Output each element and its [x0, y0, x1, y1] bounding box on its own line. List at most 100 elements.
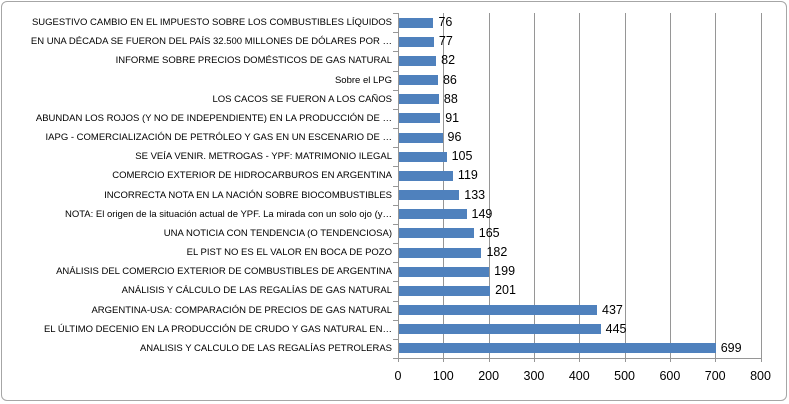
value-label: 165 [478, 225, 500, 240]
bar [399, 324, 601, 335]
x-axis-tick [443, 358, 445, 362]
gridline [624, 13, 626, 358]
value-label: 119 [457, 168, 478, 183]
value-label: 699 [720, 340, 742, 355]
bar [399, 228, 474, 239]
y-axis-tick [393, 243, 398, 244]
y-axis-tick [393, 108, 398, 110]
y-axis-tick [393, 338, 398, 340]
value-label: 437 [602, 302, 623, 317]
bar [399, 266, 490, 277]
bar [399, 75, 438, 86]
y-axis-tick [393, 147, 398, 149]
x-tick-label: 200 [478, 369, 500, 383]
bar [399, 113, 441, 124]
value-label: 133 [464, 187, 486, 202]
bar [399, 343, 716, 354]
x-axis-tick [624, 358, 626, 362]
value-label: 91 [445, 110, 460, 125]
y-axis-tick [393, 13, 398, 14]
x-tick-label: 0 [394, 369, 402, 383]
category-label: EL PIST NO ES EL VALOR EN BOCA DE POZO [186, 247, 392, 258]
value-label: 182 [486, 245, 508, 259]
gridline [488, 13, 490, 358]
x-tick-label: 400 [568, 369, 590, 383]
bar [399, 55, 437, 66]
y-axis-tick [393, 70, 398, 72]
x-tick-label: 300 [523, 369, 545, 383]
category-label: ARGENTINA-USA: COMPARACIÓN DE PRECIOS DE… [91, 304, 392, 316]
x-tick-label: 600 [659, 369, 681, 383]
y-axis-tick [393, 32, 398, 34]
category-label: ANALISIS Y CALCULO DE LAS REGALÍAS PETRO… [139, 342, 392, 354]
bar [399, 170, 453, 181]
category-label: EN UNA DÉCADA SE FUERON DEL PAÍS 32.500 … [30, 36, 392, 48]
y-axis-tick [393, 166, 398, 168]
value-label: 199 [494, 264, 516, 279]
bar [399, 190, 460, 201]
gridline [669, 13, 671, 358]
bar [399, 285, 491, 296]
value-label: 105 [451, 149, 473, 164]
x-axis-tick [533, 358, 535, 362]
category-label: ANÁLISIS Y CÁLCULO DE LAS REGALÍAS DE GA… [121, 285, 392, 297]
bar [399, 151, 447, 162]
gridline [760, 13, 762, 358]
category-label: SUGESTIVO CAMBIO EN EL IMPUESTO SOBRE LO… [31, 17, 392, 28]
x-tick-label: 100 [432, 369, 454, 383]
category-label: EL ÚLTIMO DECENIO EN LA PRODUCCIÓN DE CR… [43, 323, 392, 335]
category-label: IAPG - COMERCIALIZACIÓN DE PETRÓLEO Y GA… [45, 132, 392, 143]
bar [399, 17, 434, 28]
y-axis-tick [393, 300, 398, 302]
value-label: 88 [443, 91, 458, 106]
value-label: 201 [495, 283, 516, 298]
y-axis-tick [393, 319, 398, 321]
bar [399, 36, 434, 47]
value-label: 76 [438, 15, 453, 29]
category-label: SE VEÍA VENIR. METROGAS - YPF: MATRIMONI… [135, 151, 392, 163]
x-axis-tick [760, 358, 762, 362]
value-label: 82 [441, 53, 456, 68]
x-axis-tick [488, 358, 490, 362]
y-axis-tick [393, 185, 398, 187]
x-axis-tick [669, 358, 671, 362]
y-axis-tick [393, 51, 398, 53]
gridline [579, 13, 581, 358]
value-label: 96 [447, 130, 462, 144]
y-axis-tick [393, 262, 398, 264]
value-label: 86 [442, 72, 457, 87]
y-axis-line [398, 13, 399, 358]
category-label: ABUNDAN LOS ROJOS (Y NO DE INDEPENDIENTE… [35, 112, 392, 124]
x-axis-line [398, 358, 761, 359]
bar [399, 305, 598, 316]
bar [399, 247, 482, 258]
gridline [533, 13, 535, 358]
category-label: INFORME SOBRE PRECIOS DOMÉSTICOS DE GAS … [115, 55, 392, 67]
bar [399, 132, 443, 143]
y-axis-tick [393, 358, 398, 359]
category-label: Sobre el LPG [334, 74, 392, 86]
gridline [443, 13, 445, 358]
y-axis-tick [393, 223, 398, 225]
category-label: NOTA: El origen de la situación actual d… [64, 208, 392, 220]
category-label: COMERCIO EXTERIOR DE HIDROCARBUROS EN AR… [112, 170, 392, 182]
x-tick-label: 700 [704, 369, 726, 383]
category-label: INCORRECTA NOTA EN LA NACIÓN SOBRE BIOCO… [104, 189, 392, 201]
category-label: LOS CACOS SE FUERON A LOS CAÑOS [212, 93, 393, 105]
y-axis-tick [393, 204, 398, 206]
x-axis-tick [579, 358, 581, 362]
x-axis-tick [715, 358, 717, 362]
bar [399, 209, 467, 220]
category-label: ANÁLISIS DEL COMERCIO EXTERIOR DE COMBUS… [56, 266, 392, 278]
x-tick-label: 800 [750, 369, 771, 383]
value-label: 77 [438, 34, 453, 49]
y-axis-tick [393, 128, 398, 129]
y-axis-tick [393, 281, 398, 283]
gridline [715, 13, 717, 358]
y-axis-tick [393, 89, 398, 91]
bar [399, 94, 439, 105]
value-label: 149 [471, 206, 493, 221]
value-label: 445 [605, 321, 627, 336]
x-tick-label: 500 [614, 369, 635, 383]
